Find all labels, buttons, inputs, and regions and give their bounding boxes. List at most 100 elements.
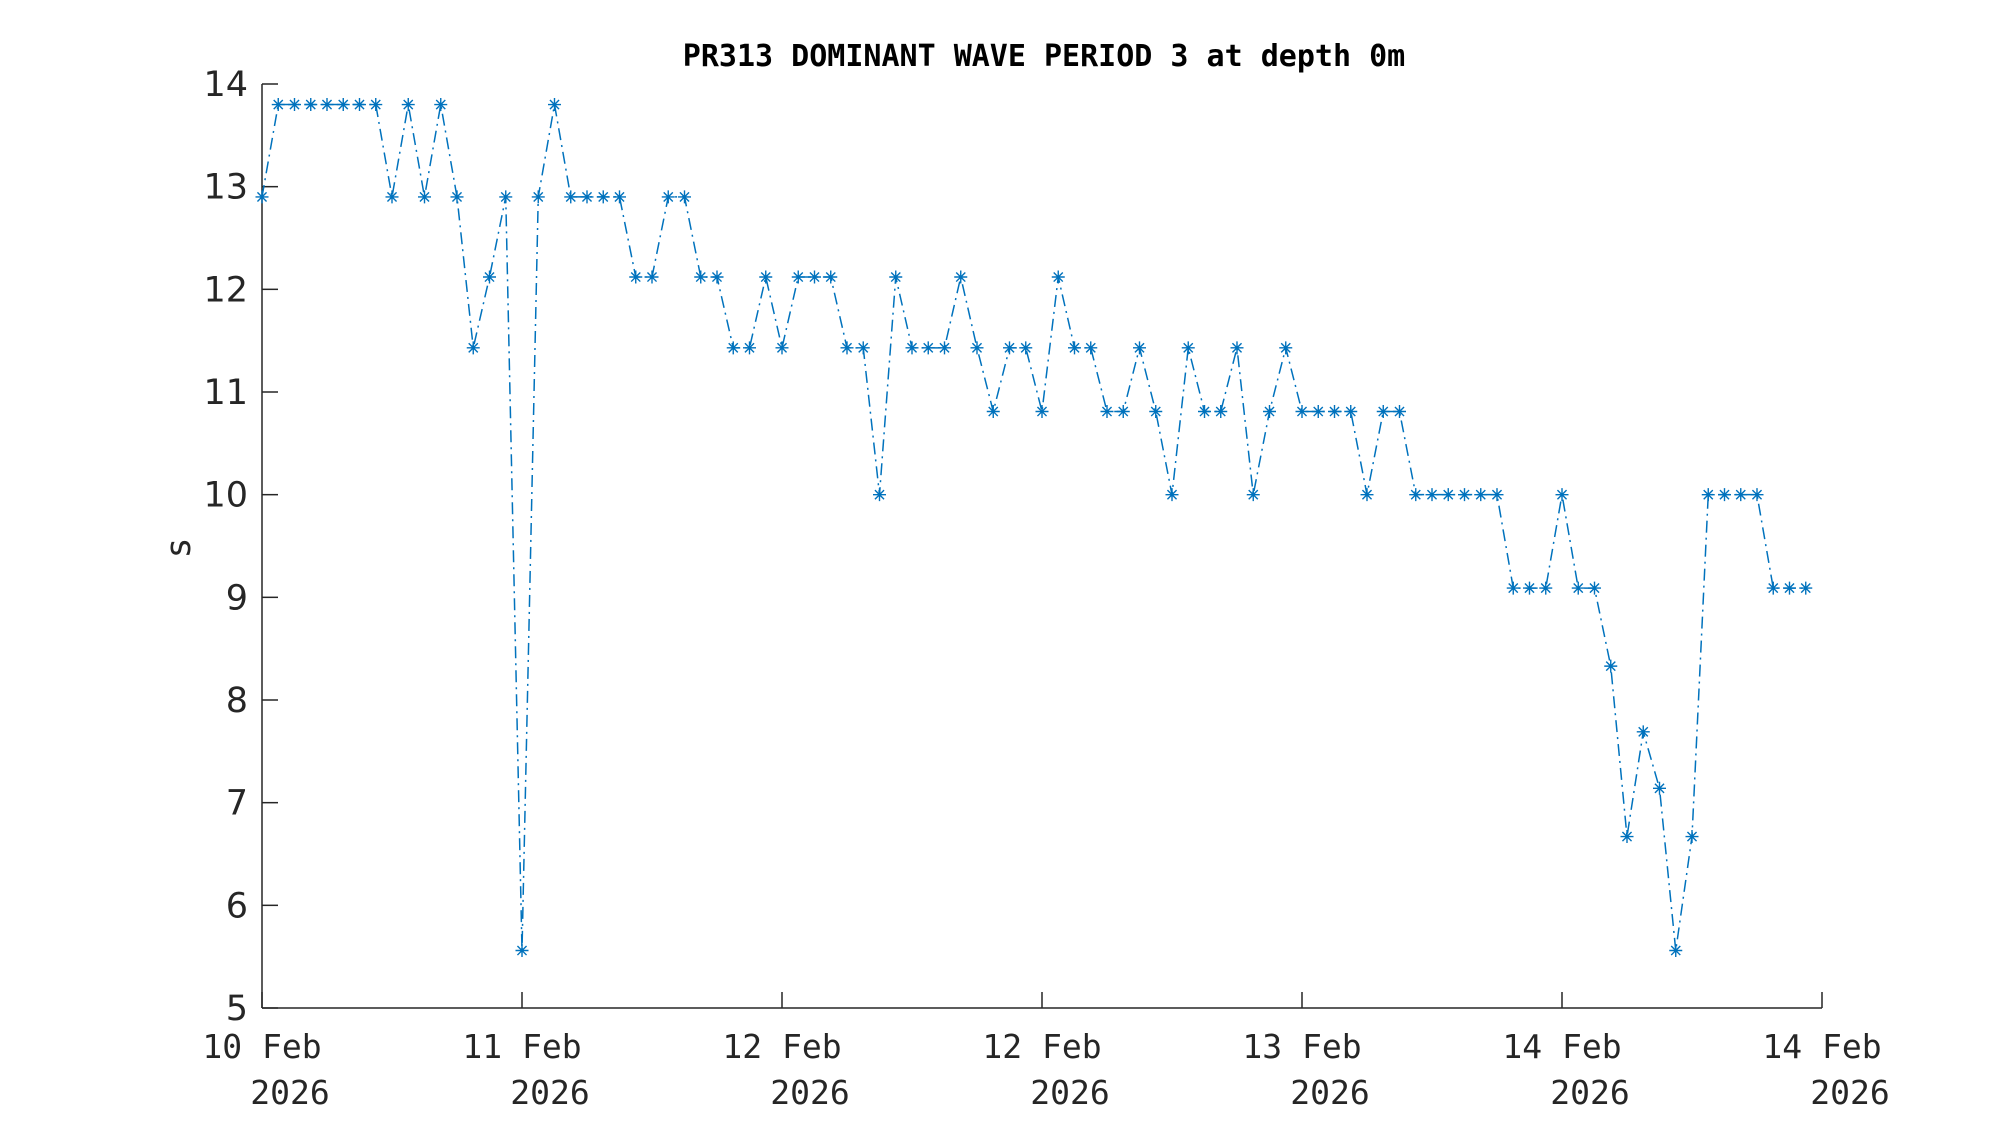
data-point — [1409, 488, 1423, 502]
y-tick-label: 7 — [226, 784, 248, 824]
data-point — [515, 944, 529, 958]
data-point — [970, 341, 984, 355]
data-point — [548, 98, 561, 112]
data-point — [1474, 488, 1488, 502]
data-point — [418, 190, 431, 204]
data-point — [921, 341, 935, 355]
data-point — [320, 98, 334, 112]
data-point — [531, 190, 545, 204]
data-point — [466, 341, 480, 355]
data-point — [1165, 488, 1179, 502]
data-point — [1393, 405, 1406, 419]
data-point — [1458, 488, 1471, 502]
y-tick-label: 5 — [226, 989, 248, 1029]
x-tick-label-day: 12 Feb — [722, 1027, 841, 1066]
data-point — [710, 270, 724, 284]
axes — [261, 84, 1822, 1009]
x-tick-label-year: 2026 — [1030, 1073, 1109, 1112]
data-point — [954, 270, 968, 284]
y-tick-label: 14 — [203, 65, 248, 105]
data-point — [1604, 659, 1618, 673]
data-point — [353, 98, 366, 112]
data-point — [613, 190, 626, 204]
data-point — [1116, 405, 1130, 419]
y-ticks: 5 6 7 8 9 10 11 12 13 14 — [203, 65, 278, 1029]
x-tick-label-day: 10 Feb — [202, 1027, 321, 1066]
x-tick-label-year: 2026 — [510, 1073, 589, 1112]
data-point — [434, 98, 448, 112]
data-point — [678, 190, 691, 204]
data-point — [1588, 581, 1601, 595]
data-point — [1523, 581, 1536, 595]
y-tick-label: 13 — [203, 168, 248, 208]
data-point — [1019, 341, 1033, 355]
x-tick-label-year: 2026 — [1290, 1073, 1369, 1112]
x-ticks: 10 Feb 2026 11 Feb 2026 12 Feb 2026 12 Feb 2026… — [202, 992, 1890, 1112]
y-tick-label: 9 — [226, 578, 248, 618]
data-point — [499, 190, 513, 204]
data-point — [1198, 405, 1211, 419]
data-point — [1636, 725, 1650, 739]
data-point — [645, 270, 659, 284]
y-tick-label: 10 — [203, 476, 248, 516]
data-point — [661, 190, 675, 204]
data-point — [694, 270, 708, 284]
x-tick-label-day: 13 Feb — [1242, 1027, 1361, 1066]
x-tick-label-day: 12 Feb — [982, 1027, 1101, 1066]
data-point — [1750, 488, 1764, 502]
x-tick-label-day: 14 Feb — [1762, 1027, 1881, 1066]
x-tick-label-year: 2026 — [1810, 1073, 1889, 1112]
y-tick-label: 12 — [203, 270, 248, 310]
series-line — [261, 103, 1806, 951]
x-tick-label-year: 2026 — [250, 1073, 329, 1112]
data-point — [938, 341, 951, 355]
y-tick-label: 8 — [226, 681, 248, 721]
data-point — [385, 190, 399, 204]
series-group — [255, 98, 1813, 958]
data-point — [1214, 405, 1228, 419]
x-tick-label-year: 2026 — [770, 1073, 849, 1112]
data-point — [1230, 341, 1244, 355]
data-point — [1653, 781, 1666, 795]
data-point — [1571, 581, 1585, 595]
data-point — [1084, 341, 1098, 355]
data-point — [759, 270, 773, 284]
data-point — [1539, 581, 1553, 595]
data-point — [1328, 405, 1341, 419]
data-point — [808, 270, 821, 284]
data-point — [824, 270, 838, 284]
chart-title: PR313 DOMINANT WAVE PERIOD 3 at depth 0m — [683, 39, 1405, 74]
data-point — [775, 341, 789, 355]
data-point — [1701, 488, 1715, 502]
y-tick-label: 6 — [226, 886, 248, 926]
data-point — [1051, 270, 1065, 284]
data-point — [1376, 405, 1390, 419]
y-axis-label: s — [159, 537, 199, 558]
data-point — [1766, 581, 1780, 595]
data-point — [726, 341, 740, 355]
data-point — [483, 270, 496, 284]
data-point — [1506, 581, 1520, 595]
data-point — [1003, 341, 1016, 355]
data-point — [564, 190, 578, 204]
data-point — [1279, 341, 1293, 355]
data-point — [856, 341, 870, 355]
data-point — [1783, 581, 1796, 595]
data-point — [1133, 341, 1146, 355]
data-point — [1425, 488, 1439, 502]
y-tick-label: 11 — [203, 373, 248, 413]
data-point — [1360, 488, 1374, 502]
data-point — [1068, 341, 1081, 355]
data-point — [629, 270, 643, 284]
x-tick-label-day: 11 Feb — [462, 1027, 581, 1066]
data-point — [401, 98, 415, 112]
data-point — [1669, 944, 1683, 958]
data-point — [336, 98, 350, 112]
data-point — [580, 190, 594, 204]
x-tick-label-day: 14 Feb — [1502, 1027, 1621, 1066]
data-point — [1149, 405, 1163, 419]
data-point — [1490, 488, 1504, 502]
data-point — [1799, 581, 1813, 595]
data-point — [1685, 830, 1699, 844]
